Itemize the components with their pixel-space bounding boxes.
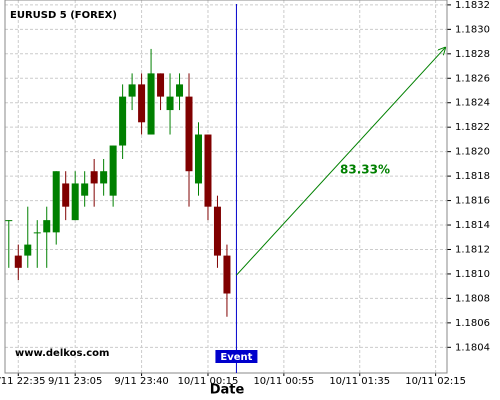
chart-title: EURUSD 5 (FOREX) [10,10,117,21]
candle-body [176,84,184,97]
candle-body [81,183,89,196]
candle-body [157,73,165,97]
candle-body [185,96,193,172]
candle-body [223,255,231,294]
y-tick-label: 1.1832 [455,0,490,11]
watermark: www.delkos.com [15,348,109,359]
candle-body [43,220,51,233]
y-tick-label: 1.1826 [455,73,490,84]
x-tick-label: 10/11 00:15 [178,376,239,387]
x-tick-label: 10/11 01:35 [329,376,390,387]
candle-body [166,96,174,111]
candle-body [33,232,41,234]
candle-body [147,73,155,135]
candle-body [128,84,136,97]
x-tick-label: 10/11 02:15 [405,376,466,387]
y-tick-label: 1.1824 [455,98,490,109]
candle-body [5,220,13,222]
y-tick-label: 1.1810 [455,269,490,280]
y-tick-label: 1.1812 [455,244,490,255]
candle-body [119,96,127,146]
candle-body [204,134,212,207]
arrow-label: 83.33% [340,163,390,177]
y-tick-label: 1.1820 [455,147,490,158]
y-tick-label: 1.1818 [455,171,490,182]
candle-body [24,244,32,256]
y-tick-label: 1.1822 [455,122,490,133]
prediction-arrow [236,48,445,276]
candle-body [194,134,202,184]
y-tick-label: 1.1816 [455,196,490,207]
event-label: Event [220,352,252,363]
plot-frame [4,0,448,374]
candle-body [52,171,60,233]
event-box [215,350,258,363]
x-tick-label: 9/11 23:05 [48,376,102,387]
candle-body [213,206,221,256]
y-tick-label: 1.1806 [455,318,490,329]
candle-body [109,145,117,196]
y-tick-label: 1.1828 [455,49,490,60]
x-axis-label: Date [210,383,245,398]
candle-body [71,183,79,221]
candle-body [62,183,70,207]
y-tick-label: 1.1814 [455,220,490,231]
candle-body [138,84,146,123]
y-tick-label: 1.1808 [455,293,490,304]
x-tick-label: 9/11 22:35 [0,376,46,387]
y-tick-label: 1.1804 [455,342,490,353]
y-tick-label: 1.1830 [455,24,490,35]
x-tick-label: 10/11 00:55 [253,376,314,387]
candle-body [100,171,108,184]
candle-body [14,255,22,268]
x-tick-label: 9/11 23:40 [114,376,168,387]
candle-body [90,171,98,184]
